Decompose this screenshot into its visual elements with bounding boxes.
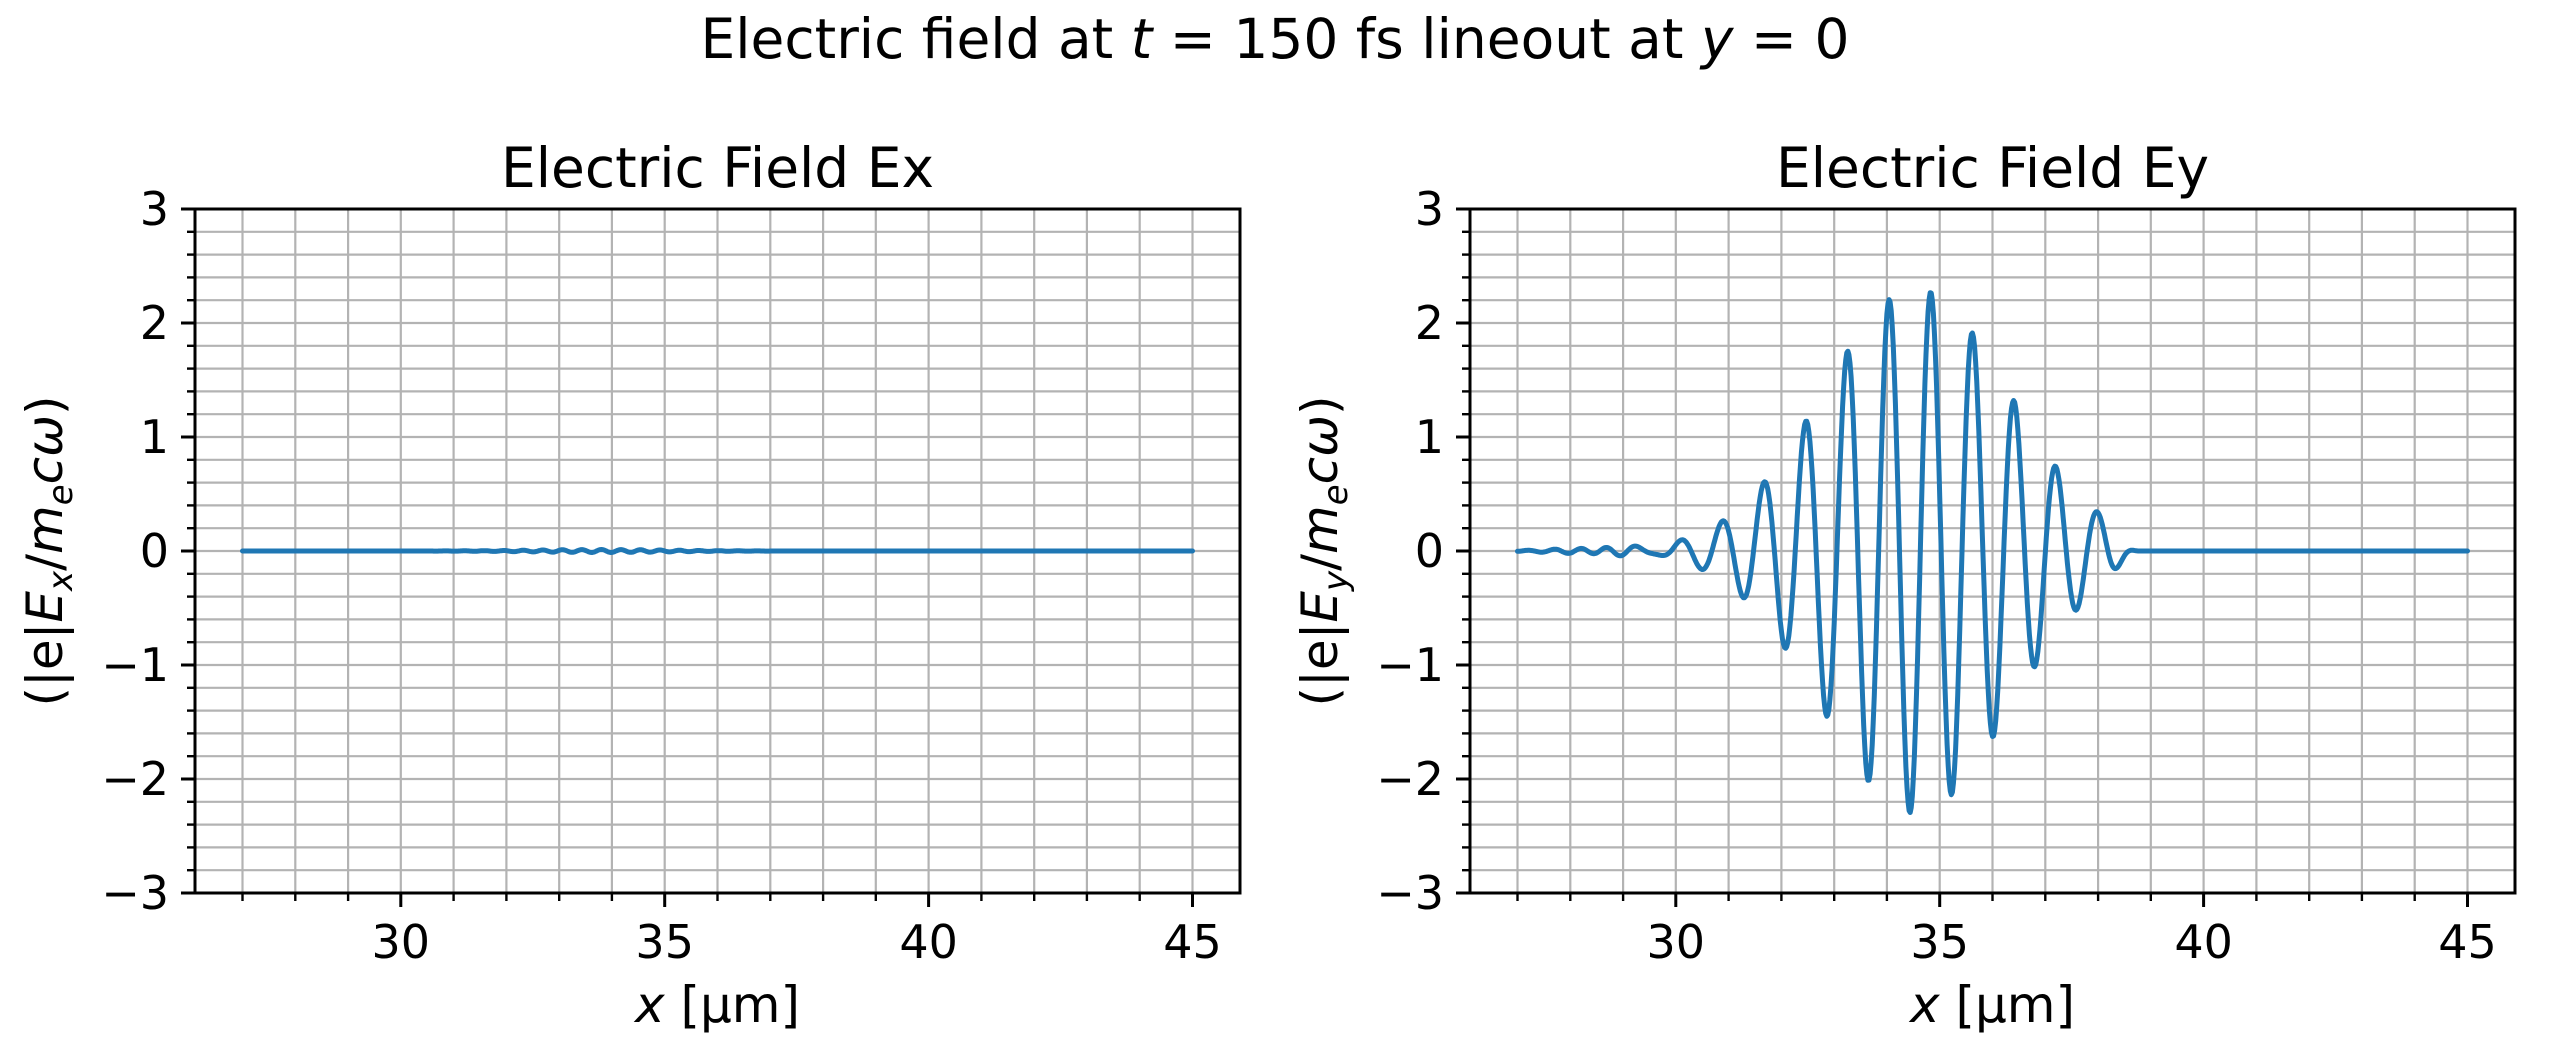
svg-text:2: 2	[1415, 296, 1444, 350]
plots-row: 30 35 40 45 3 2 1 0 −1 −2 −3 Electric Field Ex x [µm…	[0, 70, 2550, 1045]
svg-text:−3: −3	[1376, 866, 1444, 920]
svg-text:45: 45	[2438, 915, 2497, 969]
data-line	[1515, 290, 2470, 815]
x-axis-label: x [µm]	[633, 976, 800, 1034]
subplot-title: Electric Field Ex	[501, 136, 934, 200]
svg-text:1: 1	[1415, 410, 1444, 464]
svg-text:−3: −3	[101, 866, 169, 920]
grid-lines	[1470, 209, 2515, 893]
subplot-ey: 30 35 40 45 3 2 1 0 −1 −2 −3 Electric Field Ey x [µm…	[1291, 136, 2517, 1034]
x-tick-labels: 30 35 40 45	[1647, 915, 2497, 969]
x-axis-label: x [µm]	[1908, 976, 2075, 1034]
data-line	[240, 547, 1195, 555]
y-tick-labels: 3 2 1 0 −1 −2 −3	[1376, 182, 1444, 920]
svg-text:−1: −1	[1376, 638, 1444, 692]
svg-text:45: 45	[1163, 915, 1222, 969]
subplot-title: Electric Field Ey	[1776, 136, 2209, 200]
svg-text:3: 3	[140, 182, 169, 236]
tick-marks	[1456, 207, 2469, 907]
svg-text:2: 2	[140, 296, 169, 350]
svg-text:3: 3	[1415, 182, 1444, 236]
svg-text:−1: −1	[101, 638, 169, 692]
svg-text:35: 35	[1910, 915, 1969, 969]
svg-text:35: 35	[635, 915, 694, 969]
svg-text:30: 30	[372, 915, 431, 969]
svg-text:1: 1	[140, 410, 169, 464]
subplot-ex: 30 35 40 45 3 2 1 0 −1 −2 −3 Electric Field Ex x [µm…	[16, 136, 1242, 1034]
svg-text:40: 40	[899, 915, 958, 969]
x-tick-labels: 30 35 40 45	[372, 915, 1222, 969]
y-axis-label: (|e|Ex/mecω)	[16, 395, 81, 706]
svg-text:−2: −2	[1376, 752, 1444, 806]
svg-text:40: 40	[2174, 915, 2233, 969]
tick-marks	[181, 207, 1194, 907]
figure-suptitle: Electric field at t = 150 fs lineout at …	[700, 7, 1850, 71]
svg-text:0: 0	[1415, 524, 1444, 578]
svg-text:0: 0	[140, 524, 169, 578]
y-axis-label: (|e|Ey/mecω)	[1291, 395, 1356, 706]
svg-text:30: 30	[1647, 915, 1706, 969]
y-tick-labels: 3 2 1 0 −1 −2 −3	[101, 182, 169, 920]
svg-text:−2: −2	[101, 752, 169, 806]
